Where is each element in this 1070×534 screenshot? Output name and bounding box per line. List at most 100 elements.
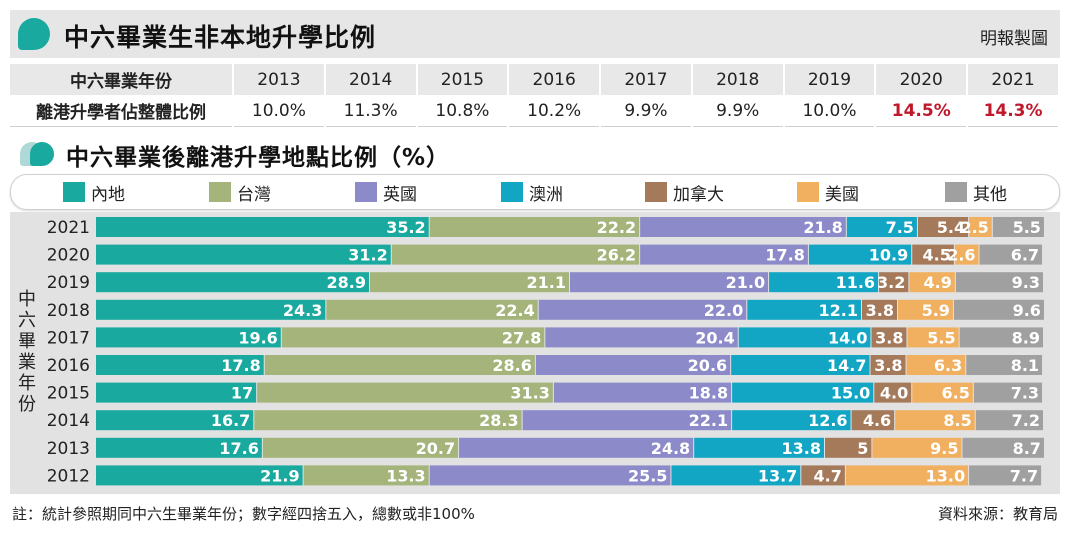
bar-value-label: 3.8 bbox=[875, 328, 903, 347]
bar-segment bbox=[912, 244, 954, 265]
bar-segment bbox=[801, 465, 845, 486]
bar-value-label: 28.3 bbox=[479, 411, 518, 430]
bar-segment bbox=[872, 437, 962, 458]
bar-value-label: 26.2 bbox=[597, 246, 636, 265]
bar-value-label: 17.8 bbox=[765, 246, 804, 265]
bar-segment bbox=[747, 299, 861, 320]
bar-segment bbox=[992, 217, 1044, 237]
bar-segment bbox=[845, 465, 969, 486]
bar-value-label: 18.8 bbox=[689, 384, 728, 403]
category-tick-label: 2020 bbox=[47, 246, 90, 266]
bar-value-label: 5.5 bbox=[1013, 218, 1041, 237]
bar-value-label: 17.6 bbox=[219, 439, 258, 458]
source-credit: 明報製圖 bbox=[980, 29, 1048, 49]
bar-segment bbox=[264, 355, 535, 375]
bar-value-label: 22.4 bbox=[495, 301, 534, 320]
legend-swatch bbox=[355, 182, 377, 202]
bar-value-label: 12.1 bbox=[818, 301, 857, 320]
bar-value-label: 24.8 bbox=[651, 439, 690, 458]
bar-value-label: 5.5 bbox=[927, 328, 955, 347]
bar-value-label: 17 bbox=[231, 384, 253, 403]
bar-value-label: 12.6 bbox=[808, 411, 847, 430]
bar-value-label: 31.2 bbox=[348, 246, 387, 265]
bar-segment bbox=[955, 272, 1043, 293]
data-source: 資料來源：教育局 bbox=[937, 505, 1058, 523]
bar-value-label: 2.5 bbox=[960, 218, 988, 237]
bar-segment bbox=[906, 355, 966, 375]
y-axis-label-char: 畢 bbox=[18, 331, 36, 352]
bar-segment bbox=[874, 382, 912, 403]
bar-segment bbox=[895, 410, 975, 431]
table-row-ratios: 離港升學者佔整體比例 10.0% 11.3% 10.8% 10.2% 9.9% … bbox=[10, 95, 1060, 127]
category-tick-label: 2021 bbox=[47, 218, 90, 238]
legend-item-australia: 澳洲 bbox=[501, 181, 563, 205]
bar-value-label: 14.0 bbox=[828, 328, 867, 347]
legend-swatch bbox=[501, 182, 523, 202]
bar-segment bbox=[640, 244, 808, 265]
category-tick-label: 2018 bbox=[47, 301, 90, 321]
bar-value-label: 17.8 bbox=[221, 356, 260, 375]
bar-segment bbox=[96, 355, 264, 375]
bar-segment bbox=[975, 410, 1043, 431]
ratio-cell: 9.9% bbox=[600, 95, 693, 127]
bar-segment bbox=[671, 465, 801, 486]
bar-value-label: 13.0 bbox=[926, 466, 965, 485]
category-tick-label: 2015 bbox=[47, 384, 90, 404]
ratio-cell-highlight: 14.5% bbox=[875, 95, 969, 127]
legend-item-usa: 美國 bbox=[797, 181, 859, 205]
bar-segment bbox=[769, 272, 879, 293]
y-axis-label-char: 年 bbox=[18, 373, 36, 394]
bar-value-label: 5 bbox=[857, 439, 868, 458]
legend-item-mainland: 內地 bbox=[63, 181, 125, 205]
chart-subtitle-bar: 中六畢業後離港升學地點比例（%） bbox=[10, 136, 1060, 171]
bar-segment bbox=[898, 299, 953, 320]
double-bubble-icon bbox=[20, 142, 60, 166]
bar-value-label: 21.8 bbox=[803, 218, 842, 237]
bar-segment bbox=[553, 382, 732, 403]
bar-segment bbox=[825, 437, 872, 458]
bar-segment bbox=[96, 217, 429, 237]
legend-swatch bbox=[63, 182, 85, 202]
legend-label: 台灣 bbox=[237, 184, 271, 205]
ratio-table: 中六畢業年份 2013 2014 2015 2016 2017 2018 201… bbox=[10, 64, 1060, 127]
bar-value-label: 2.6 bbox=[947, 246, 975, 265]
bar-value-label: 9.3 bbox=[1012, 273, 1040, 292]
bar-segment bbox=[96, 437, 262, 458]
bar-segment bbox=[694, 437, 825, 458]
chart-legend: 內地 台灣 英國 澳洲 加拿大 美國 其他 bbox=[10, 174, 1060, 210]
ratio-cell: 10.2% bbox=[508, 95, 602, 127]
table-row-years: 中六畢業年份 2013 2014 2015 2016 2017 2018 201… bbox=[10, 64, 1060, 95]
bar-segment bbox=[96, 244, 391, 265]
legend-label: 內地 bbox=[91, 184, 125, 205]
legend-swatch bbox=[645, 182, 667, 202]
bar-segment bbox=[912, 382, 973, 403]
bar-value-label: 8.1 bbox=[1011, 356, 1039, 375]
bar-segment bbox=[953, 299, 1044, 320]
bar-segment bbox=[429, 217, 640, 237]
bar-segment bbox=[732, 382, 874, 403]
bar-value-label: 10.9 bbox=[869, 246, 908, 265]
year-cell: 2021 bbox=[967, 64, 1060, 95]
bar-segment bbox=[459, 437, 694, 458]
legend-label: 澳洲 bbox=[529, 184, 563, 205]
bar-segment bbox=[979, 244, 1043, 265]
ratio-cell: 10.0% bbox=[233, 95, 326, 127]
chart-subtitle: 中六畢業後離港升學地點比例（%） bbox=[66, 145, 451, 171]
ratio-cell: 11.3% bbox=[324, 95, 418, 127]
bar-value-label: 3.8 bbox=[874, 356, 902, 375]
bar-segment bbox=[954, 244, 979, 265]
bar-value-label: 13.8 bbox=[782, 439, 821, 458]
bar-value-label: 19.6 bbox=[238, 328, 277, 347]
bar-segment bbox=[909, 272, 955, 293]
bar-value-label: 28.6 bbox=[492, 356, 531, 375]
bar-segment bbox=[861, 299, 898, 320]
bar-value-label: 21.9 bbox=[260, 466, 299, 485]
bar-value-label: 21.0 bbox=[726, 273, 765, 292]
bar-value-label: 6.3 bbox=[934, 356, 962, 375]
category-tick-label: 2017 bbox=[47, 328, 90, 348]
bar-value-label: 4.0 bbox=[880, 384, 908, 403]
year-cell: 2019 bbox=[783, 64, 877, 95]
legend-swatch bbox=[797, 182, 819, 202]
bar-value-label: 5.9 bbox=[922, 301, 950, 320]
bar-segment bbox=[429, 465, 671, 486]
